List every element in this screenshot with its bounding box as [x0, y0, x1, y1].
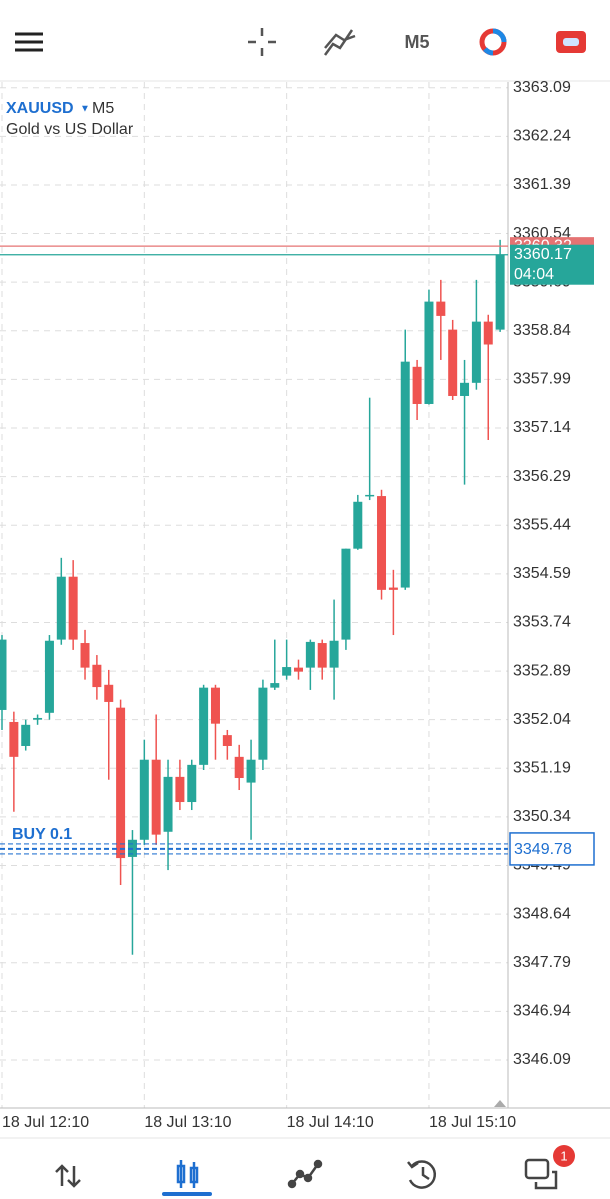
y-tick-label: 3355.44: [513, 516, 571, 533]
candle-body: [471, 321, 481, 383]
candle-body: [495, 254, 505, 330]
order-label: BUY 0.1: [12, 826, 72, 843]
candle-body: [163, 776, 173, 832]
order-price-box: [509, 832, 595, 866]
candle-body: [139, 759, 149, 840]
candle-body: [92, 664, 102, 688]
chart: 3363.093362.243361.393360.543359.693358.…: [0, 79, 610, 1131]
y-tick-label: 3350.34: [513, 808, 571, 825]
candle-body: [116, 707, 126, 859]
symbol[interactable]: XAUUSD: [6, 100, 74, 117]
x-tick-label: 18 Jul 15:10: [429, 1114, 516, 1131]
candle-body: [21, 724, 31, 746]
y-tick-label: 3363.09: [513, 79, 571, 96]
candle-body: [412, 366, 422, 404]
y-tick-label: 3357.99: [513, 371, 571, 388]
candle-body: [246, 759, 256, 783]
symbol-description: Gold vs US Dollar: [6, 121, 134, 138]
indicators-button[interactable]: [323, 29, 356, 56]
candle-body: [365, 494, 375, 497]
candle-body: [448, 329, 458, 396]
candle-body: [282, 667, 292, 676]
candle-body: [199, 687, 209, 765]
candle-body: [151, 759, 161, 835]
timeframe-button[interactable]: M5: [404, 32, 429, 52]
candle-body: [294, 667, 303, 672]
x-tick-label: 18 Jul 13:10: [144, 1114, 231, 1131]
active-tab-indicator: [162, 1192, 212, 1196]
messages-tab[interactable]: [524, 1158, 558, 1190]
y-tick-label: 3346.09: [513, 1051, 571, 1068]
candle-body: [222, 735, 232, 746]
badge: [553, 1145, 575, 1167]
y-tick-label: 3353.74: [513, 614, 571, 631]
candle-body: [80, 643, 90, 668]
quotes-tab[interactable]: [55, 1164, 81, 1188]
candle-body: [270, 683, 280, 688]
menu-button[interactable]: [15, 32, 43, 52]
candle-body: [377, 496, 387, 590]
candle-body: [353, 501, 363, 549]
chart-timeframe: M5: [92, 100, 114, 117]
candle-body: [0, 639, 7, 710]
y-tick-label: 3347.79: [513, 954, 571, 971]
candle-body: [258, 687, 268, 760]
chart-tab[interactable]: [176, 1160, 199, 1188]
candle-body: [305, 641, 315, 668]
candle-body: [388, 587, 398, 590]
y-tick-label: 3356.29: [513, 468, 571, 485]
candle-body: [33, 717, 43, 720]
history-tab[interactable]: [407, 1160, 437, 1189]
top-toolbar: M5: [0, 28, 610, 82]
candle-body: [187, 764, 197, 803]
y-tick-label: 3358.84: [513, 322, 571, 339]
trade-tab[interactable]: [287, 1159, 323, 1189]
x-tick-label: 18 Jul 12:10: [2, 1114, 89, 1131]
y-tick-label: 3361.39: [513, 176, 571, 193]
candle-body: [68, 576, 78, 640]
candle-body: [175, 776, 185, 803]
candle-body: [400, 361, 410, 588]
y-tick-label: 3357.14: [513, 419, 571, 436]
candle-body: [341, 548, 351, 640]
badge-count: 1: [560, 1148, 567, 1163]
scroll-marker: [494, 1100, 506, 1107]
bid-price: 3360.17: [514, 246, 572, 263]
candle-body: [210, 687, 220, 724]
candle-body: [424, 301, 434, 404]
candle-body: [9, 721, 19, 757]
y-tick-label: 3348.64: [513, 905, 571, 922]
candle-body: [460, 382, 470, 396]
y-tick-label: 3351.19: [513, 760, 571, 777]
bottom-nav: 1: [0, 1137, 610, 1196]
candle-body: [44, 640, 54, 713]
signals-button[interactable]: [479, 28, 507, 56]
candle-body: [234, 756, 244, 779]
y-tick-label: 3346.94: [513, 1003, 571, 1020]
candle-body: [104, 684, 114, 702]
crosshair-button[interactable]: [248, 28, 276, 56]
y-tick-label: 3354.59: [513, 565, 571, 582]
candle-body: [56, 576, 66, 640]
symbol-dropdown[interactable]: ▼: [80, 104, 90, 115]
bid-price-box: [510, 244, 594, 285]
candle-body: [436, 301, 446, 316]
x-tick-label: 18 Jul 14:10: [287, 1114, 374, 1131]
y-tick-label: 3362.24: [513, 128, 571, 145]
y-tick-label: 3352.89: [513, 662, 571, 679]
candle-body: [483, 321, 493, 345]
bar-timer: 04:04: [514, 266, 554, 283]
candle-body: [317, 643, 327, 668]
candle-body: [329, 640, 339, 668]
trade-button[interactable]: [556, 31, 586, 53]
order-price: 3349.78: [514, 841, 572, 858]
y-tick-label: 3352.04: [513, 711, 571, 728]
